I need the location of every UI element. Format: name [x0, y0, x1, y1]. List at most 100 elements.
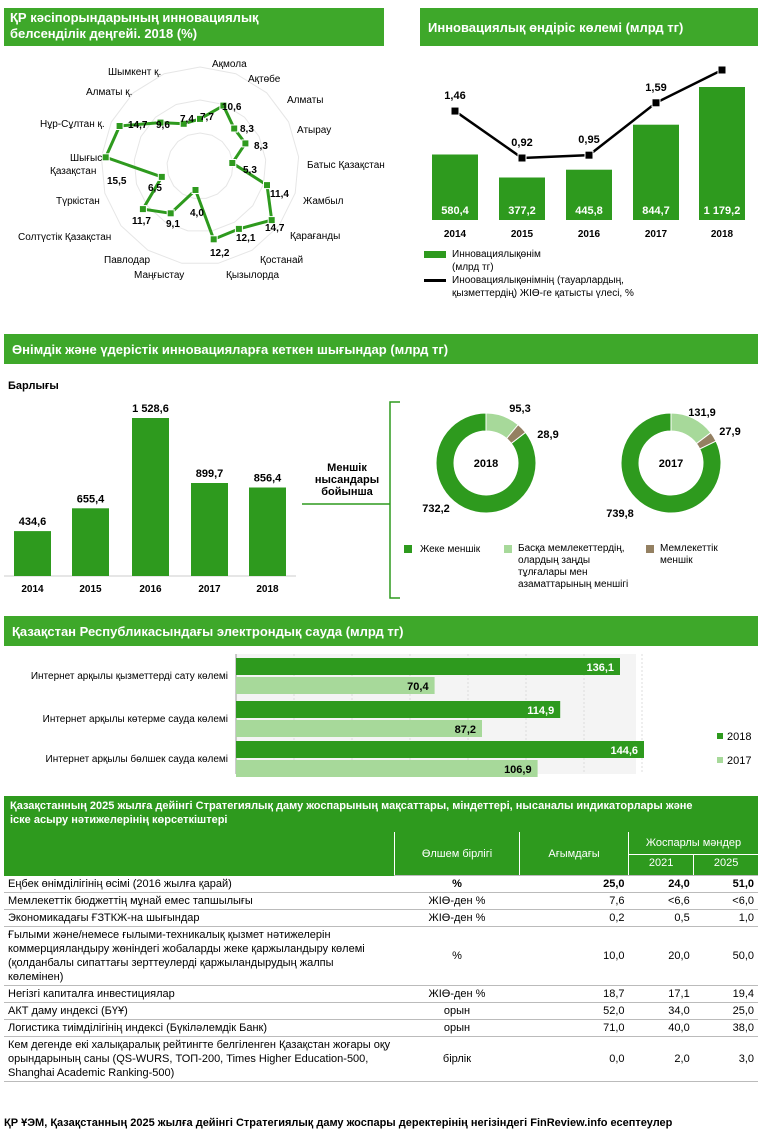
table-title-2: іске асыру нәтижелерінің көрсеткіштері — [10, 814, 228, 826]
head-2021: 2021 — [627, 854, 694, 876]
ecom-legend-label-2017: 2017 — [727, 755, 751, 767]
radar-grid-ring — [100, 66, 300, 264]
ecom-bar-label-2018-1: 114,9 — [527, 705, 554, 717]
table-header — [4, 796, 758, 832]
ownership-donuts: 732,2 95,3 28,9 2018 739,8 131,927,9 2017 — [422, 403, 740, 520]
radar-cat-karagandy: Қарағанды — [290, 231, 340, 242]
donut-slice-2017-0 — [620, 412, 722, 514]
innov-line-point — [717, 65, 727, 75]
ecom-bar-2017-2 — [236, 760, 538, 777]
donut-center-2018: 2018 — [474, 458, 498, 470]
ecom-bar-label-2017-1: 87,2 — [455, 724, 476, 736]
donut-label-2017-0: 739,8 — [606, 508, 634, 520]
donut-slice-2018-0 — [435, 412, 537, 514]
radar-grid-ring — [133, 99, 267, 232]
radar-cat-north-kz: Солтүстік Қазақстан — [18, 232, 111, 243]
radar-point — [191, 186, 200, 194]
radar-point — [230, 124, 239, 133]
radar-point — [267, 216, 276, 225]
radar-point — [138, 205, 147, 214]
legend-foreign-label-1: Басқа мемлекеттердің, — [518, 543, 625, 554]
radar-cat-pavlodar: Павлодар — [104, 255, 151, 266]
radar-cat-nur-sultan: Нұр-Сұлтан қ. — [40, 119, 105, 130]
radar-val-aktobe: 10,6 — [222, 102, 242, 113]
radar-val-karagandy: 14,7 — [265, 223, 285, 234]
ecom-bar-2018-0 — [236, 658, 620, 675]
radar-point — [228, 159, 237, 167]
table-row: Экономикадағы ҒЗТКЖ-на шығындар ЖІӨ-ден … — [4, 909, 758, 927]
ecom-legend-label-2018: 2018 — [727, 731, 751, 743]
donut-label-2018-0: 732,2 — [422, 503, 450, 515]
innov-header: Инновациялық өндіріс көлемі (млрд тг) — [420, 8, 758, 46]
radar-grid-ring — [166, 132, 234, 199]
radar-cat-almaty-city: Алматы қ. — [86, 87, 132, 98]
table-head-row-1: Өлшем бірлігі Ағымдағы Жоспарлы мәндер — [4, 832, 758, 876]
table-row: Ғылыми және/немесе ғылыми-техникалық қыз… — [4, 926, 758, 986]
ecom-category-2: Интернет арқылы бөлшек сауда көлемі — [46, 753, 228, 765]
innov-line-point — [651, 98, 661, 108]
donut-slice-2017-2 — [695, 432, 717, 450]
radar-val-west-kz: 5,3 — [243, 165, 257, 176]
radar-val-kyzylorda: 12,2 — [210, 248, 230, 259]
innov-line-label-2016: 0,95 — [578, 134, 599, 146]
innov-legend-line-swatch — [424, 279, 446, 282]
radar-value-labels: 7,7 10,6 8,3 8,3 5,3 11,4 14,7 12,1 12,2… — [107, 102, 289, 259]
ecom-title: Қазақстан Республикасындағы электрондық … — [12, 624, 404, 639]
legend-state-swatch — [646, 545, 654, 553]
innov-bar-2015 — [499, 177, 545, 220]
radar-point — [179, 119, 188, 128]
radar-point — [209, 235, 218, 244]
radar-val-kostanay: 12,1 — [236, 233, 256, 244]
radar-cat-zhambyl: Жамбыл — [303, 195, 344, 207]
donut-label-2018-1: 95,3 — [509, 403, 530, 415]
ecom-bar-2018-2 — [236, 741, 644, 758]
spend-bar-label-2016: 1 528,6 — [132, 403, 169, 415]
footer-source: ҚР ҰЭМ, Қазақстанның 2025 жылға дейінгі … — [4, 1117, 673, 1129]
ecom-category-1: Интернет арқылы көтерме сауда көлемі — [43, 714, 228, 725]
innov-line-label-2017: 1,59 — [645, 82, 666, 94]
table-row: Еңбек өнімділігінің өсімі (2016 жылға қа… — [4, 875, 758, 893]
innov-bar-2016 — [566, 169, 612, 220]
spend-xtick-2017: 2017 — [198, 584, 221, 595]
radar-cat-atyrau: Атырау — [297, 125, 331, 136]
ecom-bar-chart: Интернет арқылы қызметтерді сату көлемі 1… — [31, 654, 751, 777]
radar-cat-kostanay: Қостанай — [260, 255, 303, 266]
ecom-bar-label-2017-0: 70,4 — [407, 681, 429, 693]
ecom-header: Қазақстан Республикасындағы электрондық … — [4, 616, 758, 646]
innov-line-point — [584, 150, 594, 160]
legend-state-label-2: меншік — [660, 555, 693, 566]
radar-val-nur-sultan: 14,7 — [128, 120, 148, 131]
innov-line-point — [517, 153, 527, 163]
innov-line-label-2018: 1,98 — [711, 60, 732, 61]
radar-val-akmola: 7,7 — [200, 112, 214, 123]
head-plan: Жоспарлы мәндер — [628, 832, 758, 855]
innov-legend-line-label-1: Иноовациялықөнімнің (тауарлардың, — [452, 275, 624, 286]
spend-xtick-2014: 2014 — [21, 584, 44, 595]
innov-bar-2017 — [633, 124, 679, 220]
radar-cat-mangystau: Маңғыстау — [134, 270, 184, 281]
innov-xtick-2017: 2017 — [645, 229, 668, 240]
radar-val-zhambyl: 11,4 — [270, 189, 289, 200]
ecom-bar-label-2018-2: 144,6 — [610, 745, 638, 757]
spend-bar-chart: 434,6 2014 655,4 2015 1 528,6 2016 899,7 2017 85… — [4, 403, 296, 595]
radar-point — [115, 122, 124, 130]
radar-point — [166, 209, 175, 218]
spend-bar-label-2014: 434,6 — [19, 516, 47, 528]
ecom-legend-swatch-2018 — [717, 733, 723, 739]
innov-line-point — [450, 106, 460, 116]
legend-foreign-label-3: тұлғалары мен — [518, 567, 588, 578]
spend-bar-2014 — [14, 531, 51, 576]
table-row: АКТ даму индексі (БҮҰ) орын 52,0 34,0 25… — [4, 1002, 758, 1020]
radar-val-shymkent: 7,4 — [180, 114, 194, 125]
table-row: Мемлекеттік бюджеттің мұнай емес тапшылы… — [4, 892, 758, 910]
radar-cat-east-kz-2: Қазақстан — [50, 166, 96, 177]
innov-xtick-2015: 2015 — [511, 229, 534, 240]
donut-center-2017: 2017 — [659, 458, 683, 470]
innov-bar-label-2016: 445,8 — [575, 205, 603, 217]
radar-point — [101, 153, 110, 162]
spend-bar-label-2018: 856,4 — [254, 473, 282, 485]
innov-legend-line-label-2: қызметтердің) ЖІӨ-ге қатысты үлесі, % — [452, 288, 634, 299]
radar-val-atyrau: 8,3 — [254, 141, 268, 152]
innov-legend-bar-swatch — [424, 251, 446, 258]
innov-xtick-2018: 2018 — [711, 229, 734, 240]
